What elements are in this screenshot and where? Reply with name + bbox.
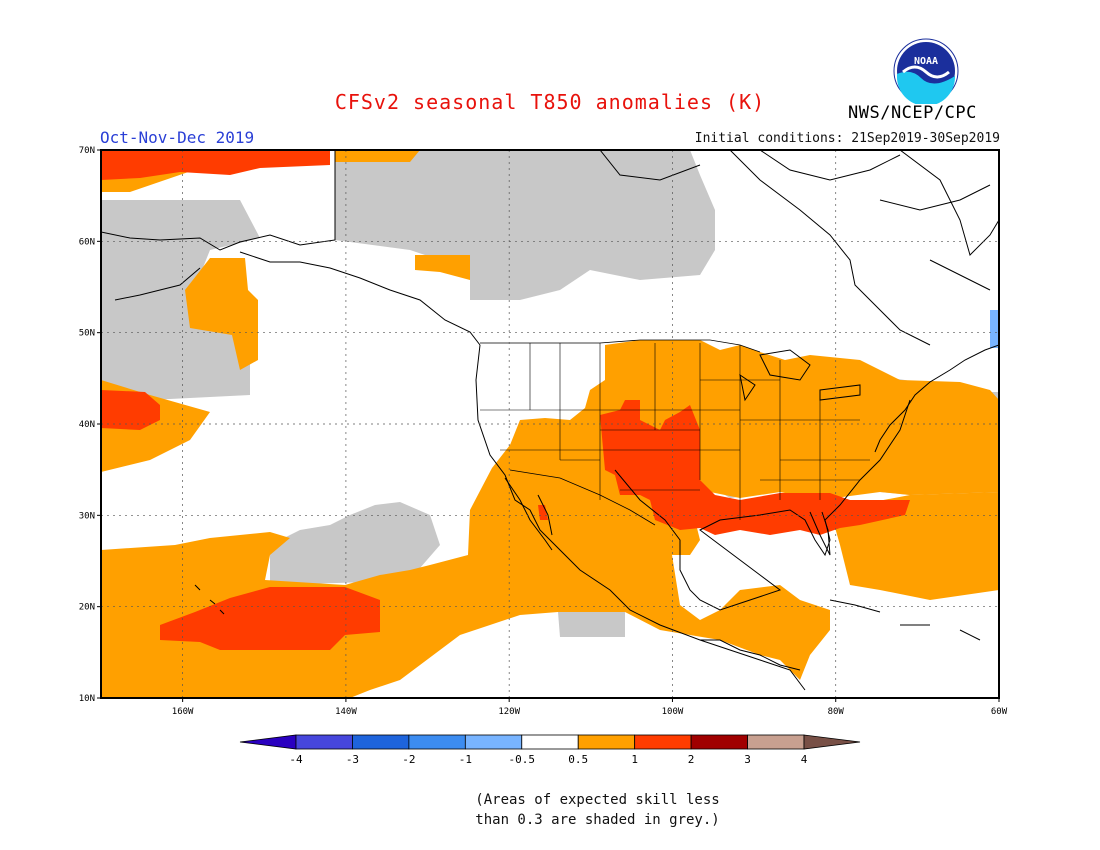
lat-tick-label-1: 20N <box>79 603 95 613</box>
lon-tick-label-3: 100W <box>662 707 684 717</box>
red-region-arctic <box>101 150 330 180</box>
colorbar-segment-2 <box>408 734 466 750</box>
red-region-baja <box>538 505 548 520</box>
colorbar-label-0: -4 <box>289 753 303 766</box>
grey-region-east-pacific <box>558 612 625 637</box>
central-america <box>700 639 801 671</box>
colorbar-segment-4 <box>521 734 579 750</box>
colorbar-label-3: -1 <box>459 753 472 766</box>
lat-tick-label-0: 10N <box>79 694 95 704</box>
hawaii-islands <box>194 584 225 615</box>
season-label: Oct-Nov-Dec 2019 <box>100 128 255 147</box>
northeast-coast <box>874 344 999 453</box>
colorbar-label-1: -3 <box>346 753 359 766</box>
skill-note-line-2: than 0.3 are shaded in grey.) <box>475 812 720 828</box>
organization-label: NWS/NCEP/CPC <box>848 103 977 123</box>
florida <box>809 511 831 556</box>
alaska-coast <box>101 150 481 346</box>
lat-tick-label-4: 50N <box>79 329 95 339</box>
orange-region-arctic-coast <box>335 150 420 162</box>
lat-tick-label-3: 40N <box>79 420 95 430</box>
caribbean-islands <box>829 599 981 641</box>
grid-lines <box>101 150 999 698</box>
lon-tick-labels: 160W 140W 120W 100W 80W 60W <box>172 698 1008 717</box>
logo-text: NOAA <box>914 56 938 67</box>
blue-region-newfoundland <box>990 310 999 348</box>
red-region-northwest-pacific <box>101 390 160 430</box>
colorbar-segment-3 <box>464 734 523 750</box>
skill-note-line-1: (Areas of expected skill less <box>475 792 720 808</box>
canada-arctic-islands <box>599 150 991 291</box>
lat-tick-label-2: 30N <box>79 511 95 521</box>
noaa-logo-icon: NOAA <box>893 38 959 104</box>
coastlines <box>101 150 999 691</box>
skill-note: (Areas of expected skill less than 0.3 a… <box>0 790 1100 830</box>
colorbar-segment-6 <box>634 734 692 750</box>
us-canada-border <box>480 339 761 353</box>
orange-region-alaska-coast <box>185 258 258 370</box>
lon-tick-label-5: 60W <box>991 707 1008 717</box>
lon-tick-label-0: 160W <box>172 707 194 717</box>
colorbar-label-4: -0.5 <box>509 753 536 766</box>
red-region-gulf-coast <box>600 400 910 535</box>
colorbar-segment-8 <box>747 734 805 750</box>
hudson-bay <box>729 150 931 346</box>
colorbar-label-7: 2 <box>688 753 695 766</box>
gulf-coast <box>614 399 911 611</box>
greenland <box>899 150 999 256</box>
colorbar-label-9: 4 <box>801 753 808 766</box>
colorbar-label-2: -2 <box>402 753 415 766</box>
map-title: CFSv2 seasonal T850 anomalies (K) <box>334 90 766 114</box>
colorbar-segment-low <box>239 734 297 750</box>
orange-region-canada-patch <box>415 255 470 280</box>
colorbar-segment-0 <box>295 734 353 750</box>
lon-tick-label-1: 140W <box>335 707 357 717</box>
lat-tick-labels: 10N 20N 30N 40N 50N 60N 70N <box>79 146 101 704</box>
colorbar: -4 -3 -2 -1 -0.5 0.5 1 2 3 4 <box>239 734 861 766</box>
grey-region-subtropical-pacific <box>270 502 440 585</box>
lon-tick-label-4: 80W <box>828 707 845 717</box>
state-lines <box>480 343 870 520</box>
red-region-hawaii <box>160 587 380 650</box>
colorbar-segment-1 <box>352 734 410 750</box>
lon-tick-label-2: 120W <box>498 707 520 717</box>
colorbar-label-8: 3 <box>744 753 751 766</box>
colorbar-label-5: 0.5 <box>568 753 588 766</box>
mexico-border <box>509 469 656 526</box>
lat-tick-label-6: 70N <box>79 146 95 156</box>
anomaly-shading <box>101 150 999 698</box>
lat-tick-label-5: 60N <box>79 237 95 247</box>
grey-region-north-pacific <box>101 150 715 300</box>
baja-california <box>504 477 553 551</box>
colorbar-segment-high <box>803 734 861 750</box>
colorbar-label-6: 1 <box>631 753 638 766</box>
grey-region-west <box>101 188 260 400</box>
initial-conditions-label: Initial conditions: 21Sep2019-30Sep2019 <box>694 131 1000 146</box>
colorbar-segment-5 <box>577 734 636 750</box>
west-coast <box>475 344 806 691</box>
colorbar-segment-7 <box>690 734 748 750</box>
